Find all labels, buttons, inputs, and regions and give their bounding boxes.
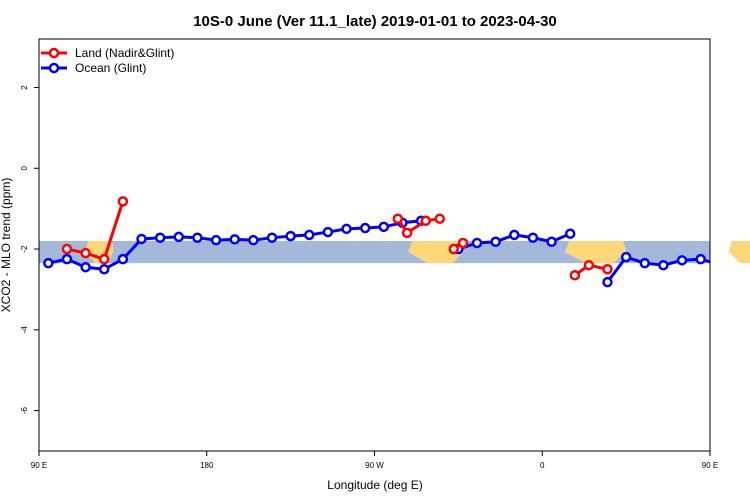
- x-tick-label: 0: [540, 461, 545, 470]
- data-point-ocean: [676, 255, 688, 266]
- data-point-ocean: [136, 233, 147, 245]
- data-point-ocean: [173, 231, 185, 243]
- data-point-ocean: [117, 253, 129, 265]
- legend-label-land: Land (Nadir&Glint): [75, 46, 174, 60]
- data-point-ocean: [210, 234, 222, 246]
- data-point-ocean: [378, 221, 390, 233]
- data-point-ocean: [639, 257, 651, 269]
- data-point-ocean: [43, 257, 54, 269]
- data-point-ocean: [509, 229, 520, 241]
- data-point-ocean: [359, 222, 371, 234]
- data-point-ocean: [304, 229, 315, 241]
- y-tick-label: 0: [20, 165, 29, 170]
- data-point-ocean: [715, 260, 723, 268]
- y-tick-label: -2: [20, 245, 29, 253]
- x-tick-label: 90 W: [365, 461, 384, 470]
- chart-title: 10S-0 June (Ver 11.1_late) 2019-01-01 to…: [193, 13, 557, 30]
- data-point-land: [117, 196, 129, 207]
- data-point-ocean: [192, 232, 203, 243]
- plot-frame: [38, 38, 711, 452]
- series-land: [61, 196, 613, 281]
- legend-marker-land: [48, 47, 60, 59]
- series-layer: [43, 196, 723, 288]
- data-point-land: [448, 243, 459, 255]
- data-point-ocean: [564, 228, 576, 239]
- axes: 90 E 180 90 W 0 90 E 2 0 -2 -4 -6: [20, 85, 718, 470]
- data-point-ocean: [546, 236, 557, 248]
- data-point-land: [420, 215, 432, 227]
- data-point-land: [583, 259, 595, 271]
- data-point-ocean: [285, 230, 296, 242]
- y-tick-label: 2: [20, 85, 29, 90]
- data-point-ocean: [620, 251, 632, 263]
- data-point-land: [80, 247, 91, 259]
- data-point-ocean: [490, 236, 501, 248]
- data-point-ocean: [695, 253, 706, 265]
- data-point-land: [569, 270, 581, 281]
- y-axis-label: XCO2 - MLO trend (ppm): [0, 178, 13, 313]
- data-point-ocean: [61, 253, 73, 265]
- data-point-ocean: [602, 276, 613, 288]
- data-point-land: [434, 213, 445, 224]
- legend: Land (Nadir&Glint)Ocean (Glint): [41, 46, 174, 75]
- data-point-land: [392, 213, 404, 224]
- data-point-ocean: [80, 261, 91, 273]
- data-point-land: [401, 227, 413, 239]
- land-mass: [564, 240, 627, 264]
- data-point-ocean: [98, 263, 110, 275]
- data-point-land: [61, 243, 73, 255]
- legend-label-ocean: Ocean (Glint): [75, 61, 146, 75]
- x-tick-label: 90 E: [31, 461, 47, 470]
- ocean-band: [39, 240, 710, 264]
- x-tick-label: 180: [200, 461, 214, 470]
- land-mass: [728, 240, 750, 264]
- x-tick-label: 90 E: [702, 461, 718, 470]
- data-point-ocean: [527, 232, 539, 243]
- data-point-land: [457, 237, 469, 249]
- data-point-land: [602, 263, 613, 275]
- data-point-ocean: [154, 232, 166, 243]
- series-line-land: [66, 200, 125, 261]
- data-point-ocean: [266, 232, 278, 243]
- series-ocean: [43, 215, 723, 288]
- data-point-ocean: [341, 223, 352, 235]
- x-axis-label: Longitude (deg E): [327, 478, 422, 492]
- y-tick-label: -6: [20, 407, 29, 415]
- y-tick-label: -4: [20, 326, 29, 334]
- data-point-ocean: [229, 234, 240, 245]
- series-line-land: [396, 217, 440, 235]
- legend-marker-ocean: [48, 62, 60, 74]
- data-point-land: [98, 253, 110, 265]
- data-point-ocean: [322, 226, 334, 238]
- background-band: [39, 240, 750, 264]
- data-point-ocean: [248, 234, 259, 246]
- data-point-ocean: [658, 259, 669, 271]
- data-point-ocean: [471, 237, 483, 249]
- series-line-ocean: [606, 255, 710, 284]
